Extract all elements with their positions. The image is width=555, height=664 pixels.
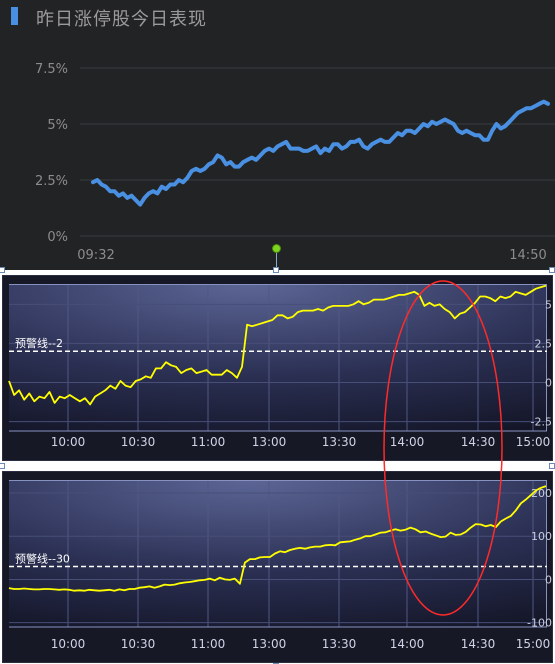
rotate-handle-stem xyxy=(276,252,277,272)
bottom-line-chart: 200 100 0 -100 10:00 10:30 11:00 13:00 13:30 14:0… xyxy=(8,480,552,651)
x-tick-label: 14:00 xyxy=(390,435,425,449)
x-tick-label: 10:00 xyxy=(51,637,86,651)
x-tick-label: 09:32 xyxy=(77,248,114,263)
x-tick-label: 10:30 xyxy=(121,637,156,651)
y-tick-label: -2.5 xyxy=(531,416,552,429)
y-tick-label: 0% xyxy=(47,230,68,245)
title-accent-bar xyxy=(11,7,18,25)
y-tick-label: 0 xyxy=(545,573,552,586)
chart-title: 昨日涨停股今日表现 xyxy=(36,9,207,30)
x-tick-label: 13:00 xyxy=(252,435,287,449)
x-tick-label: 14:30 xyxy=(461,435,496,449)
y-tick-label: 200 xyxy=(531,487,552,500)
y-tick-label: -100 xyxy=(527,617,552,630)
middle-chart-frame: 5 2.5 0 -2.5 10:00 10:30 11:00 13:00 13:30 14:00 1… xyxy=(2,275,553,461)
x-tick-label: 15:00 xyxy=(516,637,551,651)
y-tick-label: 0 xyxy=(545,377,552,390)
y-tick-label: 2.5% xyxy=(35,174,68,189)
x-tick-label: 10:00 xyxy=(51,435,86,449)
y-tick-label: 5% xyxy=(47,118,68,133)
title-bar: 昨日涨停股今日表现 xyxy=(0,0,555,42)
x-tick-label: 14:50 xyxy=(509,248,546,263)
resize-handle-left[interactable] xyxy=(0,463,5,469)
x-tick-label: 13:00 xyxy=(252,637,287,651)
x-tick-label: 15:00 xyxy=(516,435,551,449)
resize-handle-top-right[interactable] xyxy=(549,267,555,273)
series-line xyxy=(91,99,550,207)
plot-area xyxy=(9,480,547,627)
y-tick-label: 100 xyxy=(531,530,552,543)
x-tick-label: 11:00 xyxy=(191,435,226,449)
rotate-handle[interactable] xyxy=(272,244,281,253)
x-tick-label: 13:30 xyxy=(322,637,357,651)
x-tick-label: 10:30 xyxy=(121,435,156,449)
resize-handle-right[interactable] xyxy=(549,463,555,469)
warning-line-label: 预警线--30 xyxy=(15,551,70,565)
y-tick-label: 7.5% xyxy=(35,62,68,77)
bottom-chart-frame: 200 100 0 -100 10:00 10:30 11:00 13:00 13:30 14:0… xyxy=(2,471,553,663)
x-tick-label: 13:30 xyxy=(322,435,357,449)
resize-handle-top-left[interactable] xyxy=(0,267,5,273)
y-tick-label: 2.5 xyxy=(535,337,553,350)
middle-line-chart: 5 2.5 0 -2.5 10:00 10:30 11:00 13:00 13:30 14:00 1… xyxy=(8,284,553,449)
plot-area xyxy=(9,284,547,431)
x-tick-label: 14:30 xyxy=(461,637,496,651)
top-chart-panel: 昨日涨停股今日表现 7.5% 5% 2.5% 0% 09:32 14:50 xyxy=(0,0,555,270)
top-line-chart: 7.5% 5% 2.5% 0% 09:32 14:50 xyxy=(35,62,555,263)
warning-line-label: 预警线--2 xyxy=(15,336,63,350)
resize-handle-top[interactable] xyxy=(273,267,279,273)
y-tick-label: 5 xyxy=(545,298,552,311)
x-tick-label: 11:00 xyxy=(191,637,226,651)
x-tick-label: 14:00 xyxy=(390,637,425,651)
